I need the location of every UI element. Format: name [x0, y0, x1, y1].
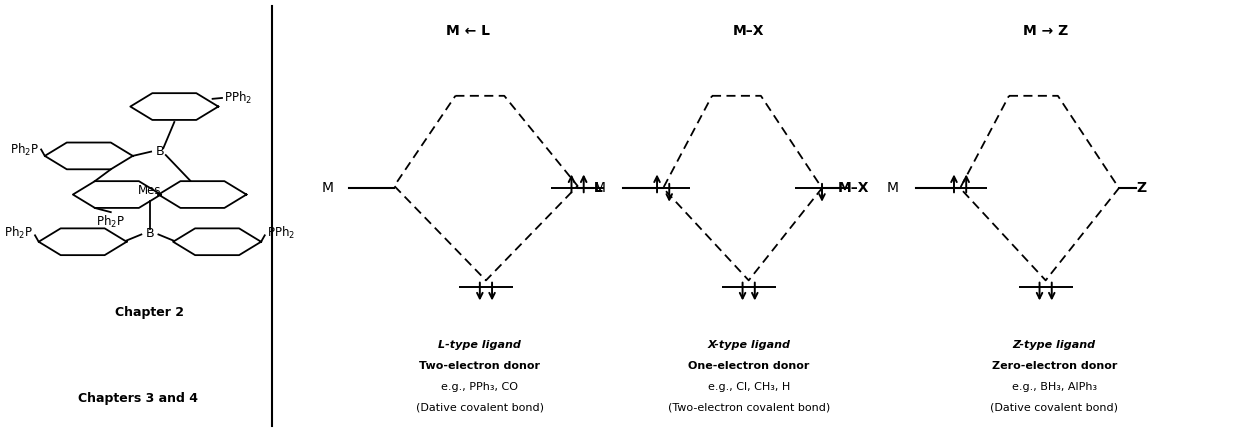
Text: Two-electron donor: Two-electron donor [420, 361, 540, 371]
Text: Zero-electron donor: Zero-electron donor [991, 361, 1117, 371]
Text: L-type ligand: L-type ligand [438, 340, 522, 350]
Text: M: M [594, 181, 606, 195]
Text: Ph$_2$P: Ph$_2$P [4, 225, 32, 241]
Text: Z-type ligand: Z-type ligand [1012, 340, 1096, 350]
Text: M–X: M–X [733, 25, 764, 38]
Text: Chapter 2: Chapter 2 [116, 306, 184, 319]
Text: B: B [156, 145, 164, 158]
Text: Ph$_2$P: Ph$_2$P [10, 141, 39, 158]
Text: e.g., PPh₃, CO: e.g., PPh₃, CO [441, 382, 518, 392]
Text: M–X: M–X [838, 181, 869, 195]
Text: M ← L: M ← L [446, 25, 489, 38]
Text: M: M [886, 181, 899, 195]
Text: M: M [321, 181, 334, 195]
Text: PPh$_2$: PPh$_2$ [268, 225, 295, 241]
Text: B: B [146, 227, 154, 240]
Text: e.g., Cl, CH₃, H: e.g., Cl, CH₃, H [707, 382, 789, 392]
Text: One-electron donor: One-electron donor [688, 361, 809, 371]
Text: L: L [594, 181, 603, 195]
Text: (Dative covalent bond): (Dative covalent bond) [990, 402, 1118, 412]
Text: Z: Z [1137, 181, 1147, 195]
Text: e.g., BH₃, AlPh₃: e.g., BH₃, AlPh₃ [1012, 382, 1097, 392]
Text: Chapters 3 and 4: Chapters 3 and 4 [77, 392, 198, 405]
Text: M → Z: M → Z [1023, 25, 1068, 38]
Text: (Two-electron covalent bond): (Two-electron covalent bond) [667, 402, 830, 412]
Text: Mes: Mes [138, 184, 162, 197]
Text: X-type ligand: X-type ligand [707, 340, 791, 350]
Text: (Dative covalent bond): (Dative covalent bond) [416, 402, 544, 412]
Text: Ph$_2$P: Ph$_2$P [96, 214, 126, 230]
Text: PPh$_2$: PPh$_2$ [224, 90, 253, 106]
